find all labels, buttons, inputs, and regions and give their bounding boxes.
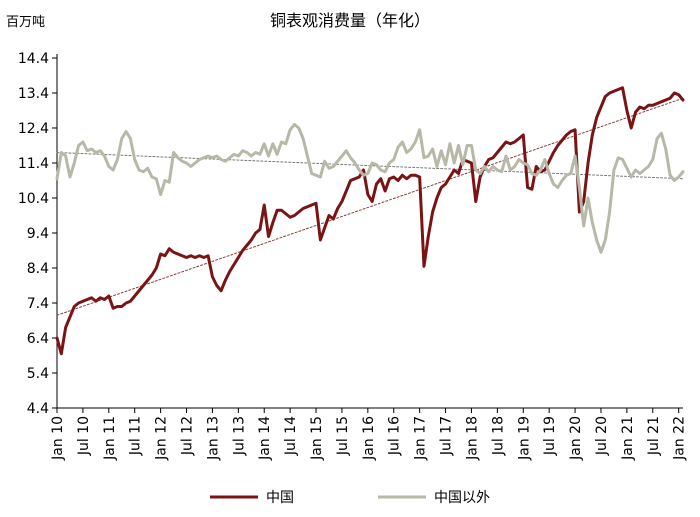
x-tick-label: Jul 14 (283, 416, 299, 456)
series-line-china (55, 86, 685, 356)
y-tick-label: 9.4 (27, 226, 49, 242)
y-tick-label: 8.4 (27, 261, 49, 277)
x-tick-label: Jul 19 (542, 416, 558, 456)
y-tick-label: 14.4 (18, 51, 49, 67)
trendline-china (56, 97, 684, 316)
legend-label: 中国以外 (434, 490, 490, 506)
x-tick-label: Jul 10 (76, 416, 92, 456)
y-tick-label: 7.4 (27, 296, 49, 312)
legend-label: 中国 (266, 490, 294, 506)
x-tick-label: Jan 11 (102, 416, 118, 461)
x-tick-label: Jul 21 (646, 416, 662, 456)
x-tick-label: Jul 16 (387, 416, 403, 456)
x-tick-label: Jul 12 (180, 416, 196, 456)
x-tick-label: Jan 18 (464, 416, 480, 461)
x-tick-label: Jan 19 (516, 416, 532, 461)
y-tick-label: 6.4 (27, 331, 49, 347)
chart-title: 铜表观消费量（年化） (270, 11, 430, 30)
x-tick-label: Jan 14 (257, 416, 273, 461)
x-tick-label: Jan 12 (154, 416, 170, 461)
y-tick-label: 11.4 (18, 156, 49, 172)
y-tick-label: 12.4 (18, 121, 49, 137)
x-tick-label: Jul 20 (594, 416, 610, 456)
y-tick-label: 4.4 (27, 401, 49, 417)
x-tick-label: Jul 17 (439, 416, 455, 456)
x-tick-label: Jul 18 (490, 416, 506, 456)
y-tick-label: 10.4 (18, 191, 49, 207)
y-tick-label: 13.4 (18, 86, 49, 102)
x-tick-label: Jan 13 (205, 416, 221, 461)
x-tick-label: Jan 21 (620, 416, 636, 461)
unit-label: 百万吨 (6, 15, 45, 30)
series-line-ex-china (55, 123, 685, 254)
x-tick-label: Jan 16 (361, 416, 377, 461)
x-tick-label: Jan 15 (309, 416, 325, 461)
x-tick-label: Jul 11 (128, 416, 144, 456)
y-tick-label: 5.4 (27, 366, 49, 382)
x-tick-label: Jan 20 (568, 416, 584, 461)
x-tick-label: Jul 15 (335, 416, 351, 456)
x-tick-label: Jul 13 (231, 416, 247, 456)
x-tick-label: Jan 10 (50, 416, 66, 461)
x-tick-label: Jan 22 (672, 416, 688, 461)
x-tick-label: Jan 17 (413, 416, 429, 461)
legend: 中国 中国以外 (210, 490, 490, 506)
plot-area: 4.4 5.4 6.4 7.4 8.4 9.4 10.4 11.4 12.4 13.4 14.4 Ja… (18, 51, 688, 461)
